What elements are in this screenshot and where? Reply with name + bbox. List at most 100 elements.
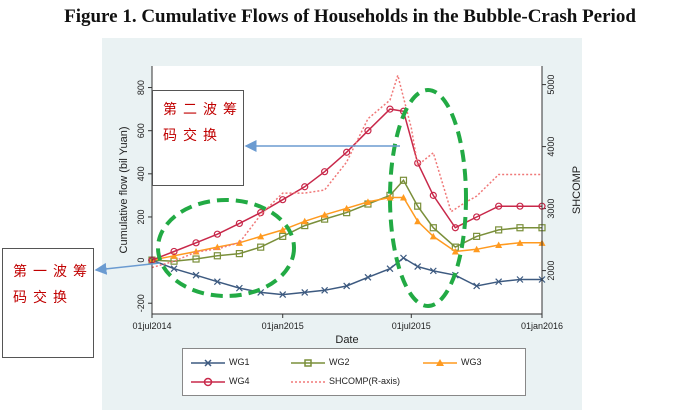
data-point-wg4 (192, 239, 200, 247)
data-point-wg3 (516, 239, 524, 246)
y-axis-ticks: -200 0 200 400 600 800 (136, 80, 152, 312)
legend-label-wg1: WG1 (229, 357, 250, 367)
data-point-wg1 (343, 282, 351, 290)
y2-tick-label: 4000 (546, 137, 556, 157)
series-line-wg4 (151, 108, 542, 261)
highlight-ellipse-second-wave (388, 88, 468, 308)
data-point-wg1 (364, 273, 372, 281)
data-point-wg2 (213, 252, 221, 260)
y-axis-label: Cumulative flow (bil Yuan) (118, 127, 130, 254)
data-point-wg4 (321, 168, 329, 176)
legend-item-wg1: WG1 (191, 357, 250, 368)
data-point-wg1 (235, 284, 243, 292)
data-point-wg1 (386, 265, 394, 273)
data-point-wg2 (429, 224, 437, 232)
y-tick-label: -200 (136, 294, 146, 312)
data-point-wg3 (386, 194, 394, 201)
data-point-wg3 (451, 247, 459, 255)
y-tick-label: 0 (136, 258, 146, 263)
data-point-wg3 (414, 217, 422, 225)
y-tick-label: 400 (136, 166, 146, 181)
data-point-wg4 (301, 183, 309, 191)
data-point-wg2 (473, 232, 481, 240)
data-point-wg3 (399, 194, 407, 201)
legend-item-wg2: WG2 (291, 357, 350, 368)
data-point-wg3 (343, 204, 351, 212)
y-tick-label: 800 (136, 80, 146, 95)
data-point-wg3 (429, 232, 437, 240)
legend-item-wg3: WG3 (423, 357, 482, 368)
data-point-wg3 (213, 243, 221, 251)
annotation-first-wave: 第一波筹码交换 (2, 248, 94, 358)
series-line-wg3 (151, 196, 542, 261)
series-line-wg1 (151, 256, 542, 296)
data-point-wg3 (495, 241, 503, 248)
data-point-wg1 (400, 254, 407, 262)
data-point-wg3 (321, 211, 329, 218)
legend-swatch-wg1 (191, 359, 225, 367)
data-point-wg1 (516, 276, 524, 283)
data-point-wg4 (213, 230, 221, 238)
legend-swatch-wg2 (291, 358, 325, 367)
data-point-wg2 (192, 255, 200, 263)
data-point-wg1 (170, 265, 178, 273)
series-group (148, 72, 546, 299)
y2-tick-label: 3000 (546, 199, 556, 219)
data-point-wg2 (414, 202, 422, 210)
data-point-wg2 (495, 226, 503, 234)
y2-axis-label: SHCOMP (571, 166, 583, 214)
data-point-wg1 (192, 271, 200, 279)
data-point-wg3 (170, 252, 178, 259)
legend-item-wg4: WG4 (191, 376, 250, 387)
data-point-wg4 (495, 202, 503, 210)
x-axis-ticks: 01jul2014 01jan2015 01jul2015 01jan2016 (132, 314, 563, 331)
x-tick-label: 01jul2015 (392, 321, 431, 331)
data-point-wg4 (516, 202, 524, 210)
data-point-wg2 (516, 224, 524, 232)
data-point-wg1 (414, 263, 422, 270)
data-point-wg4 (429, 191, 437, 199)
legend-label-wg3: WG3 (461, 357, 482, 367)
data-point-wg3 (235, 239, 243, 246)
legend-item-shcomp: SHCOMP(R-axis) (291, 376, 400, 387)
data-point-wg2 (235, 250, 243, 258)
legend-swatch-wg3 (423, 358, 457, 366)
y2-tick-label: 5000 (546, 75, 556, 95)
legend-label-shcomp: SHCOMP(R-axis) (329, 376, 400, 386)
legend-swatch-wg4 (191, 377, 225, 386)
data-point-wg2 (257, 243, 265, 251)
data-point-wg4 (386, 105, 394, 113)
data-point-wg3 (279, 226, 287, 233)
data-point-wg2 (399, 176, 408, 184)
data-point-wg1 (473, 282, 481, 290)
data-point-wg4 (170, 247, 178, 256)
data-point-wg1 (495, 278, 503, 286)
highlight-ellipse-first-wave (156, 198, 296, 298)
data-point-wg4 (235, 219, 243, 228)
legend-label-wg4: WG4 (229, 376, 250, 386)
annotation-second-wave: 第二波筹码交换 (152, 90, 244, 186)
y-tick-label: 200 (136, 209, 146, 224)
x-tick-label: 01jan2015 (262, 321, 304, 331)
figure-title: Figure 1. Cumulative Flows of Households… (64, 6, 636, 27)
data-point-wg4 (451, 224, 459, 232)
data-point-wg4 (473, 213, 481, 221)
data-point-wg4 (343, 148, 351, 156)
x-axis-label: Date (335, 334, 358, 346)
y2-axis-ticks: 2000 3000 4000 5000 (542, 75, 556, 281)
x-tick-label: 01jul2014 (132, 321, 171, 331)
data-point-wg3 (473, 245, 481, 253)
data-point-wg4 (279, 196, 287, 204)
series-line-shcomp-r-axis- (151, 72, 542, 269)
data-point-wg3 (301, 217, 309, 225)
legend-swatch-shcomp (291, 380, 325, 383)
legend-label-wg2: WG2 (329, 357, 350, 367)
arrow-first-wave (94, 262, 161, 275)
data-point-wg1 (279, 291, 287, 299)
y2-tick-label: 2000 (546, 261, 556, 281)
data-point-wg3 (257, 232, 265, 240)
data-point-wg1 (321, 286, 329, 294)
data-point-wg1 (213, 278, 221, 286)
data-point-wg2 (279, 232, 287, 240)
data-point-wg1 (301, 289, 309, 296)
